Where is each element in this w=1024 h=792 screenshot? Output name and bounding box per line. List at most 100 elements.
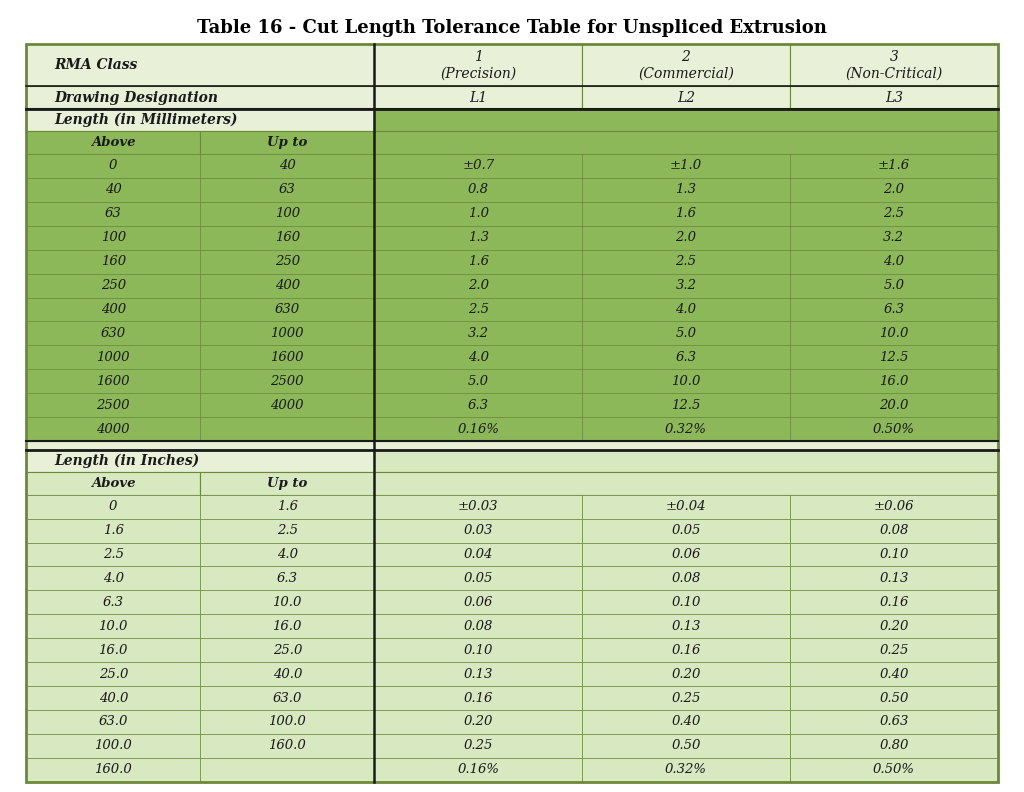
Bar [790,298,997,322]
Text: 0.13: 0.13 [672,620,700,633]
Bar [27,472,201,495]
Bar [374,86,582,109]
Text: 0.16%: 0.16% [457,763,499,776]
Text: 1.3: 1.3 [468,231,488,244]
Bar [790,662,997,686]
Bar [374,472,997,495]
Text: 2.5: 2.5 [276,524,298,537]
Bar [582,249,790,273]
Text: 2.5: 2.5 [884,208,904,220]
Bar [27,131,201,154]
Text: 5.0: 5.0 [884,279,904,292]
Bar [201,322,374,345]
Bar [27,369,201,394]
Text: 0.04: 0.04 [464,548,493,561]
Text: 6.3: 6.3 [468,398,488,412]
Text: 10.0: 10.0 [880,327,908,340]
Bar [790,44,997,86]
Text: 0.50%: 0.50% [872,763,914,776]
Text: 0.10: 0.10 [464,644,493,657]
Text: 6.3: 6.3 [102,596,124,609]
Bar [582,734,790,758]
Text: 2.5: 2.5 [102,548,124,561]
Bar [374,131,997,154]
Text: 1.3: 1.3 [676,184,696,196]
Bar [201,543,374,566]
Text: Above: Above [91,477,135,490]
Bar [27,394,201,417]
Text: 0.25: 0.25 [880,644,908,657]
Bar [201,226,374,249]
Text: 25.0: 25.0 [272,644,302,657]
Bar [27,417,201,441]
Bar [27,638,201,662]
Bar [790,519,997,543]
Bar [374,202,582,226]
Bar [582,322,790,345]
Bar [790,758,997,782]
Bar [374,298,582,322]
Text: 6.3: 6.3 [276,572,298,585]
Text: 4.0: 4.0 [102,572,124,585]
Text: ±0.03: ±0.03 [458,500,499,513]
Text: 160.0: 160.0 [94,763,132,776]
Bar [27,178,201,202]
Text: 0.10: 0.10 [672,596,700,609]
Bar [790,273,997,298]
Text: 0.25: 0.25 [464,740,493,752]
Text: Length (in Inches): Length (in Inches) [54,454,200,468]
Bar [374,249,582,273]
Text: 630: 630 [100,327,126,340]
Text: 1000: 1000 [270,327,304,340]
Text: 0.40: 0.40 [672,715,700,729]
Bar [790,394,997,417]
Bar [790,86,997,109]
Bar [27,44,374,86]
Bar [201,417,374,441]
Text: 2.0: 2.0 [884,184,904,196]
Bar [201,495,374,519]
Text: 0.63: 0.63 [880,715,908,729]
Bar [27,86,374,109]
Bar [27,662,201,686]
Text: 2.0: 2.0 [468,279,488,292]
Text: 0.20: 0.20 [880,620,908,633]
Text: 0.10: 0.10 [880,548,908,561]
Bar [582,495,790,519]
Bar [201,178,374,202]
Bar [790,710,997,734]
Text: Length (in Millimeters): Length (in Millimeters) [54,113,238,128]
Text: L3: L3 [885,90,903,105]
Text: 0: 0 [110,500,118,513]
Text: 0.32%: 0.32% [665,763,707,776]
Bar [582,154,790,178]
Bar [201,758,374,782]
Bar [582,543,790,566]
Text: 250: 250 [274,255,300,268]
Text: 100.0: 100.0 [268,715,306,729]
Text: 160.0: 160.0 [268,740,306,752]
Bar [27,495,201,519]
Bar [201,615,374,638]
Bar [582,178,790,202]
Text: 4000: 4000 [96,423,130,436]
Bar [374,734,582,758]
Bar [790,226,997,249]
Bar [582,273,790,298]
Bar [374,154,582,178]
Text: L2: L2 [677,90,695,105]
Text: 0.08: 0.08 [464,620,493,633]
Text: 0.16: 0.16 [672,644,700,657]
Bar [374,450,997,472]
Text: 630: 630 [274,303,300,316]
Bar [27,519,201,543]
Text: 0.40: 0.40 [880,668,908,680]
Bar [582,202,790,226]
Text: 250: 250 [100,279,126,292]
Bar [201,710,374,734]
Bar [201,566,374,590]
Bar [790,345,997,369]
Bar [374,322,582,345]
Bar [27,154,201,178]
Bar [582,638,790,662]
